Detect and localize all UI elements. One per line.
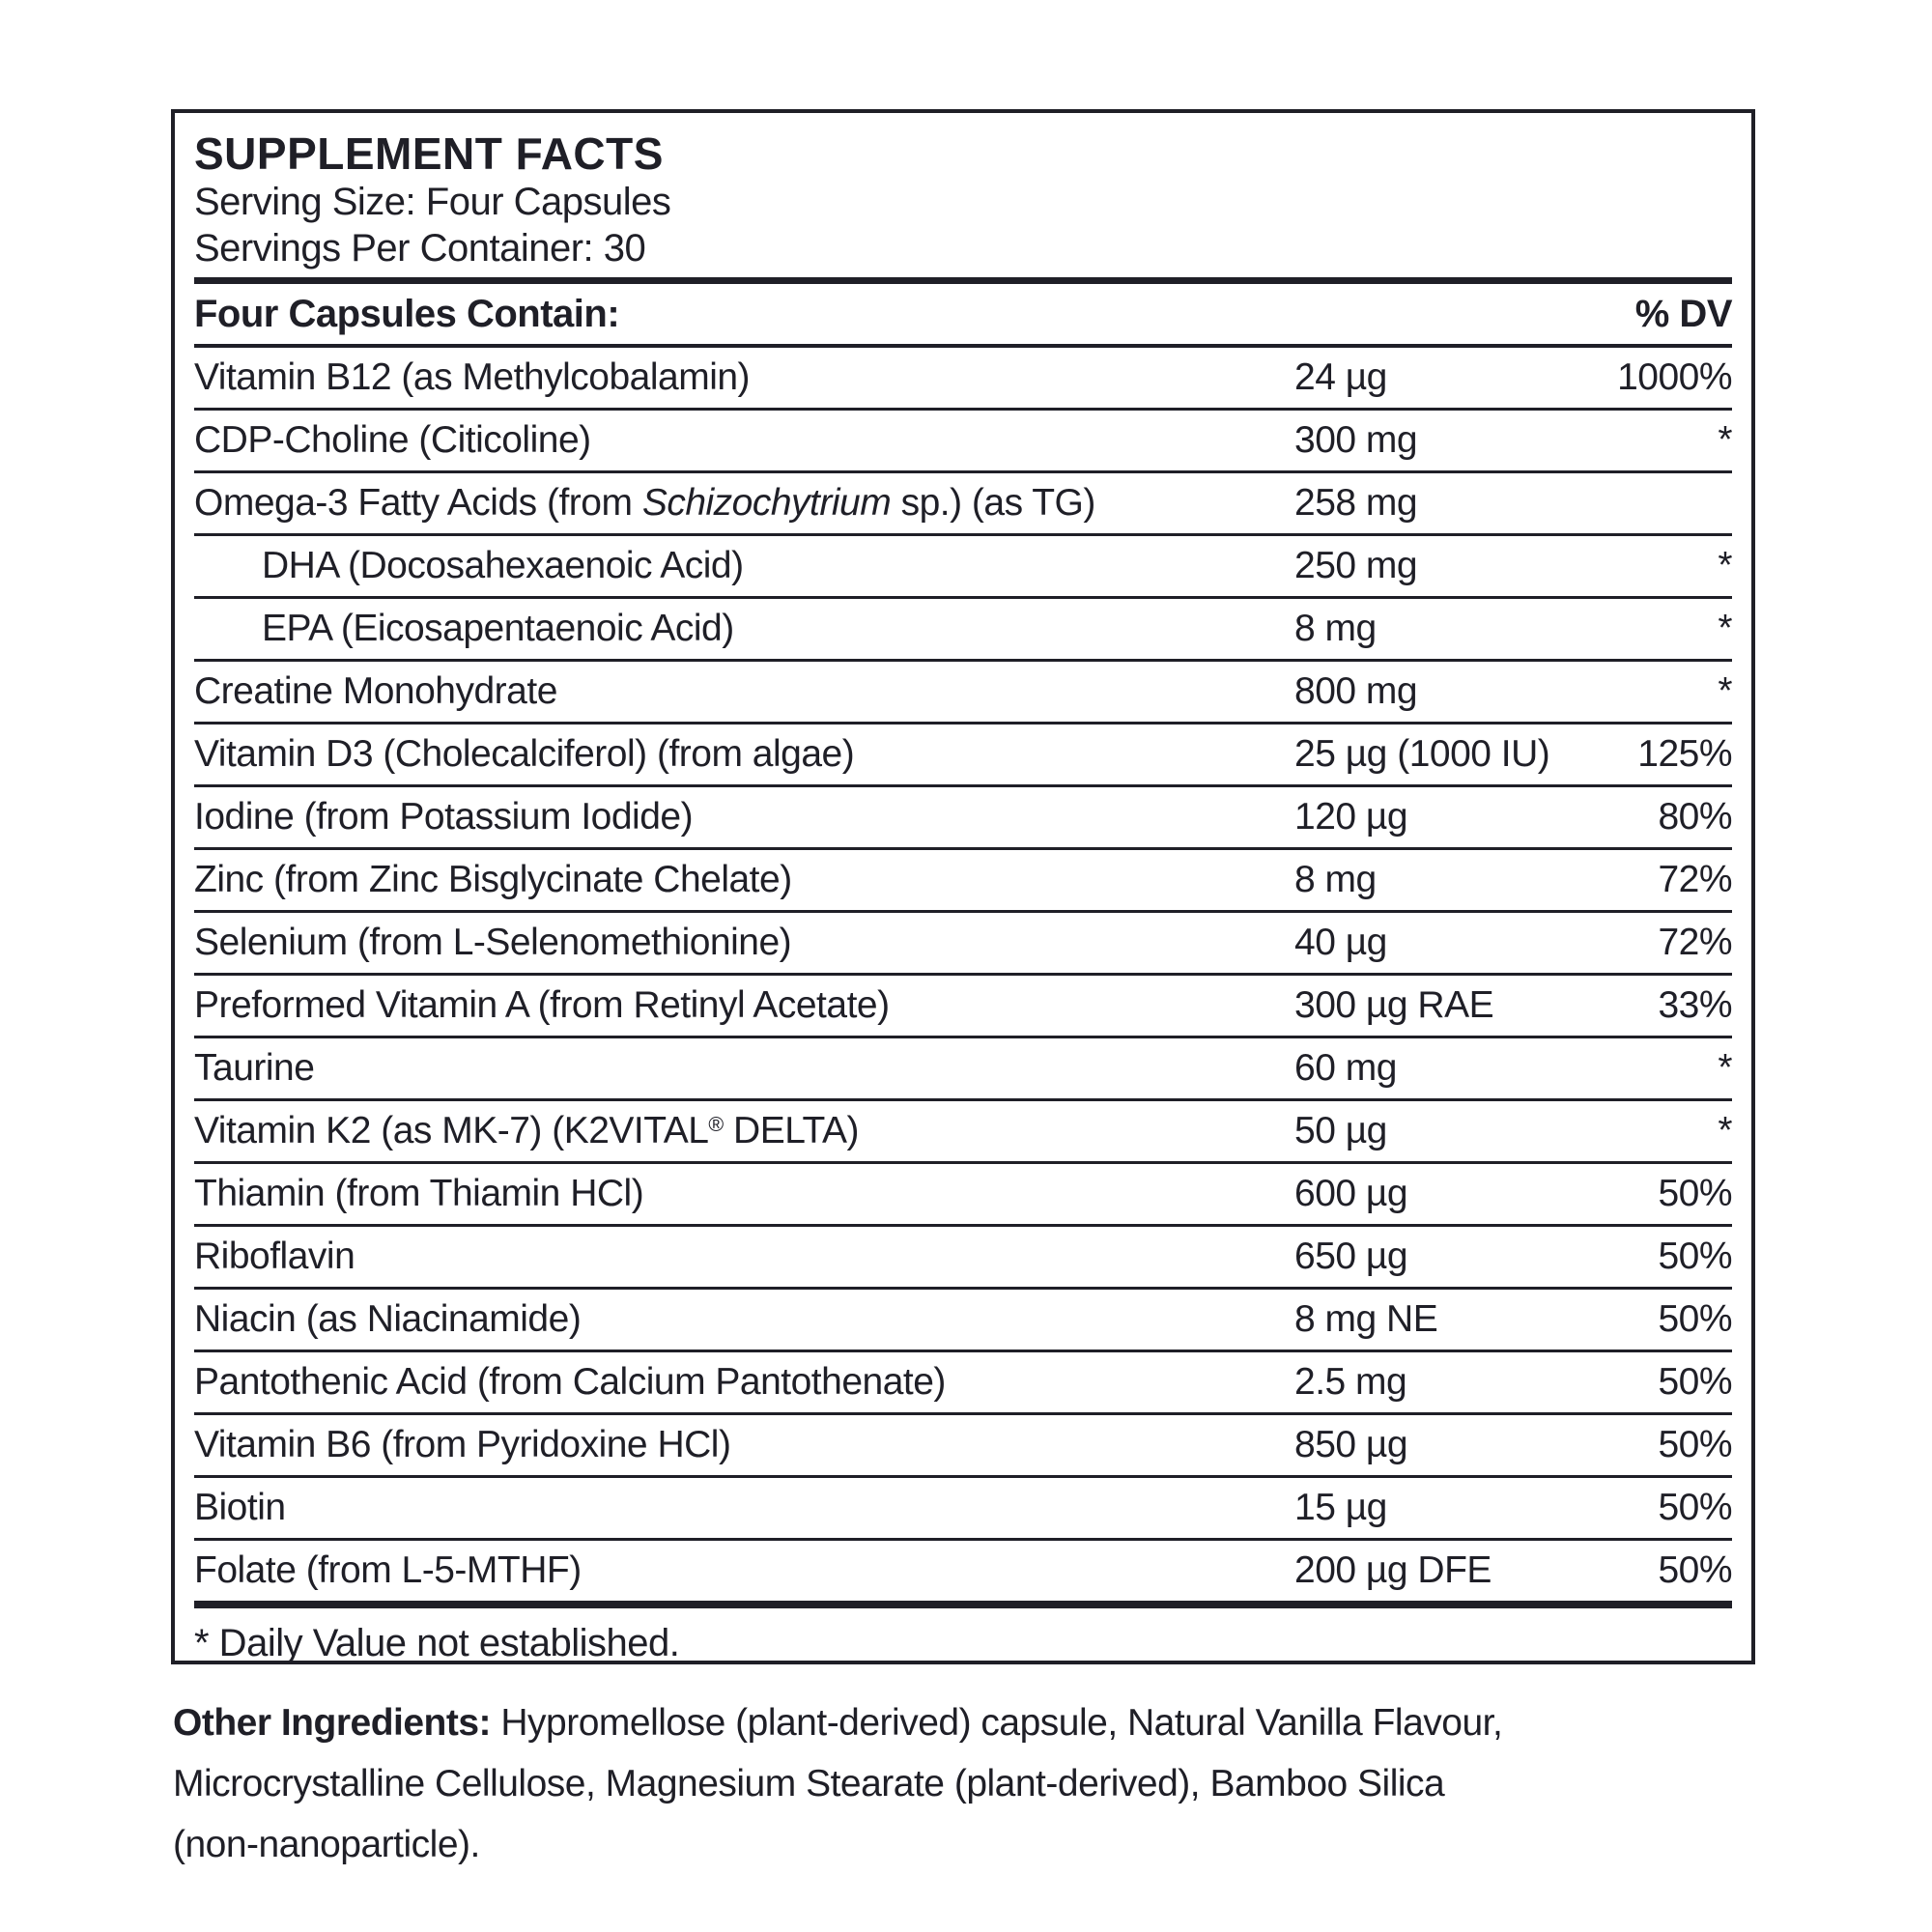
ingredient-dv: 50% [1658,1298,1732,1340]
other-ingredients-text-1: Hypromellose (plant-derived) capsule, Na… [491,1702,1503,1744]
ingredient-amount: 120 µg [1294,796,1408,838]
ingredient-amount: 300 µg RAE [1294,984,1494,1026]
ingredient-amount: 8 mg NE [1294,1298,1438,1340]
table-row: DHA (Docosahexaenoic Acid) 250 mg * [194,536,1733,599]
ingredient-amount: 40 µg [1294,922,1387,963]
ingredient-amount: 300 mg [1294,419,1418,461]
daily-value-footnote: * Daily Value not established. [194,1622,680,1664]
ingredient-amount: 24 µg [1294,356,1387,398]
divider-header [194,344,1732,348]
ingredient-dv: * [1718,419,1732,461]
ingredient-name: Creatine Monohydrate [194,670,557,712]
ingredient-name: CDP-Choline (Citicoline) [194,419,591,461]
ingredient-name: Folate (from L-5-MTHF) [194,1549,582,1591]
ingredient-name: Omega-3 Fatty Acids (from Schizochytrium… [194,482,1095,524]
ingredient-name: Zinc (from Zinc Bisglycinate Chelate) [194,859,792,900]
ingredient-name: Iodine (from Potassium Iodide) [194,796,694,838]
other-ingredients-line-2: Microcrystalline Cellulose, Magnesium St… [173,1763,1445,1804]
ingredient-amount: 25 µg (1000 IU) [1294,733,1550,775]
table-row: Vitamin B12 (as Methylcobalamin) 24 µg 100… [194,348,1733,411]
ingredient-dv: * [1718,670,1732,712]
ingredient-amount: 50 µg [1294,1110,1387,1151]
table-row: Pantothenic Acid (from Calcium Pantothen… [194,1352,1733,1415]
ingredient-dv: 50% [1658,1173,1732,1214]
ingredient-name: Thiamin (from Thiamin HCl) [194,1173,644,1214]
table-row: Biotin 15 µg 50% [194,1478,1733,1541]
ingredient-name: Preformed Vitamin A (from Retinyl Acetat… [194,984,890,1026]
facts-rows: Vitamin B12 (as Methylcobalamin) 24 µg 100… [194,348,1733,1601]
ingredient-amount: 250 mg [1294,545,1418,586]
ingredient-name: Vitamin D3 (Cholecalciferol) (from algae… [194,733,855,775]
ingredient-dv: 1000% [1617,356,1732,398]
ingredient-amount: 850 µg [1294,1424,1408,1465]
ingredient-dv: * [1718,608,1732,649]
ingredient-amount: 650 µg [1294,1236,1408,1277]
ingredient-name: EPA (Eicosapentaenoic Acid) [262,608,734,649]
ingredient-amount: 60 mg [1294,1047,1397,1089]
supplement-facts-panel: SUPPLEMENT FACTS Serving Size: Four Caps… [171,109,1755,1664]
ingredient-name: Niacin (as Niacinamide) [194,1298,582,1340]
ingredient-dv: * [1718,1047,1732,1089]
other-ingredients-line-1: Other Ingredients: Hypromellose (plant-d… [173,1692,1815,1753]
ingredient-name: Vitamin B12 (as Methylcobalamin) [194,356,751,398]
table-row: Omega-3 Fatty Acids (from Schizochytrium… [194,473,1732,536]
ingredient-dv: 50% [1658,1549,1732,1591]
table-row: Niacin (as Niacinamide) 8 mg NE 50% [194,1290,1733,1352]
ingredient-name: Riboflavin [194,1236,355,1277]
table-row: Zinc (from Zinc Bisglycinate Chelate) 8 m… [194,850,1733,913]
table-header-row: Four Capsules Contain: % DV [194,284,1733,344]
table-row: Thiamin (from Thiamin HCl) 600 µg 50% [194,1164,1733,1227]
table-row: Iodine (from Potassium Iodide) 120 µg 80% [194,787,1733,850]
ingredient-amount: 258 mg [1294,482,1418,524]
registered-mark: ® [708,1113,724,1137]
ingredient-amount: 15 µg [1294,1487,1387,1528]
serving-size: Serving Size: Four Capsules [194,181,671,223]
other-ingredients-label: Other Ingredients: [173,1702,492,1744]
ingredient-name: Vitamin B6 (from Pyridoxine HCl) [194,1424,731,1465]
table-row: Riboflavin 650 µg 50% [194,1227,1733,1290]
table-row: Taurine 60 mg * [194,1038,1733,1101]
ingredient-name: Biotin [194,1487,286,1528]
table-row: Creatine Monohydrate 800 mg * [194,662,1733,724]
other-ingredients-paragraph: Other Ingredients: Hypromellose (plant-d… [173,1692,1815,1875]
table-row: CDP-Choline (Citicoline) 300 mg * [194,411,1733,473]
ingredient-name: Vitamin K2 (as MK-7) (K2VITAL® DELTA) [194,1110,859,1151]
table-row: EPA (Eicosapentaenoic Acid) 8 mg * [194,599,1733,662]
divider-thick-bottom [194,1601,1732,1608]
ingredient-dv: 33% [1658,984,1732,1026]
ingredient-dv: 72% [1658,859,1732,900]
ingredient-amount: 600 µg [1294,1173,1408,1214]
table-row: Vitamin D3 (Cholecalciferol) (from algae… [194,724,1733,787]
table-row: Vitamin K2 (as MK-7) (K2VITAL® DELTA) 50 … [194,1101,1733,1164]
ingredient-dv: 50% [1658,1424,1732,1465]
servings-per-container: Servings Per Container: 30 [194,227,646,270]
ingredient-dv: 50% [1658,1361,1732,1403]
table-header-dv: % DV [1634,292,1733,335]
ingredient-dv: 125% [1637,733,1732,775]
ingredient-name-italic: Schizochytrium [641,482,892,524]
ingredient-name: Taurine [194,1047,315,1089]
table-row: Selenium (from L-Selenomethionine) 40 µg 7… [194,913,1733,976]
ingredient-name: Selenium (from L-Selenomethionine) [194,922,792,963]
table-row: Preformed Vitamin A (from Retinyl Acetat… [194,976,1733,1038]
ingredient-name: DHA (Docosahexaenoic Acid) [262,545,744,586]
other-ingredients-line-3: (non-nanoparticle). [173,1824,480,1865]
table-row: Vitamin B6 (from Pyridoxine HCl) 850 µg 50… [194,1415,1733,1478]
ingredient-dv: 50% [1658,1487,1732,1528]
ingredient-dv: * [1718,545,1732,586]
table-header-left: Four Capsules Contain: [194,292,620,335]
ingredient-name: Pantothenic Acid (from Calcium Pantothen… [194,1361,946,1403]
ingredient-amount: 8 mg [1294,859,1377,900]
ingredient-amount: 8 mg [1294,608,1377,649]
divider-thick-top [194,277,1732,284]
ingredient-dv: 72% [1658,922,1732,963]
ingredient-amount: 800 mg [1294,670,1418,712]
ingredient-amount: 200 µg DFE [1294,1549,1492,1591]
ingredient-dv: 80% [1658,796,1732,838]
ingredient-dv: * [1718,1110,1732,1151]
ingredient-amount: 2.5 mg [1294,1361,1407,1403]
panel-title: SUPPLEMENT FACTS [194,128,664,179]
table-row: Folate (from L-5-MTHF) 200 µg DFE 50% [194,1541,1733,1601]
ingredient-dv: 50% [1658,1236,1732,1277]
